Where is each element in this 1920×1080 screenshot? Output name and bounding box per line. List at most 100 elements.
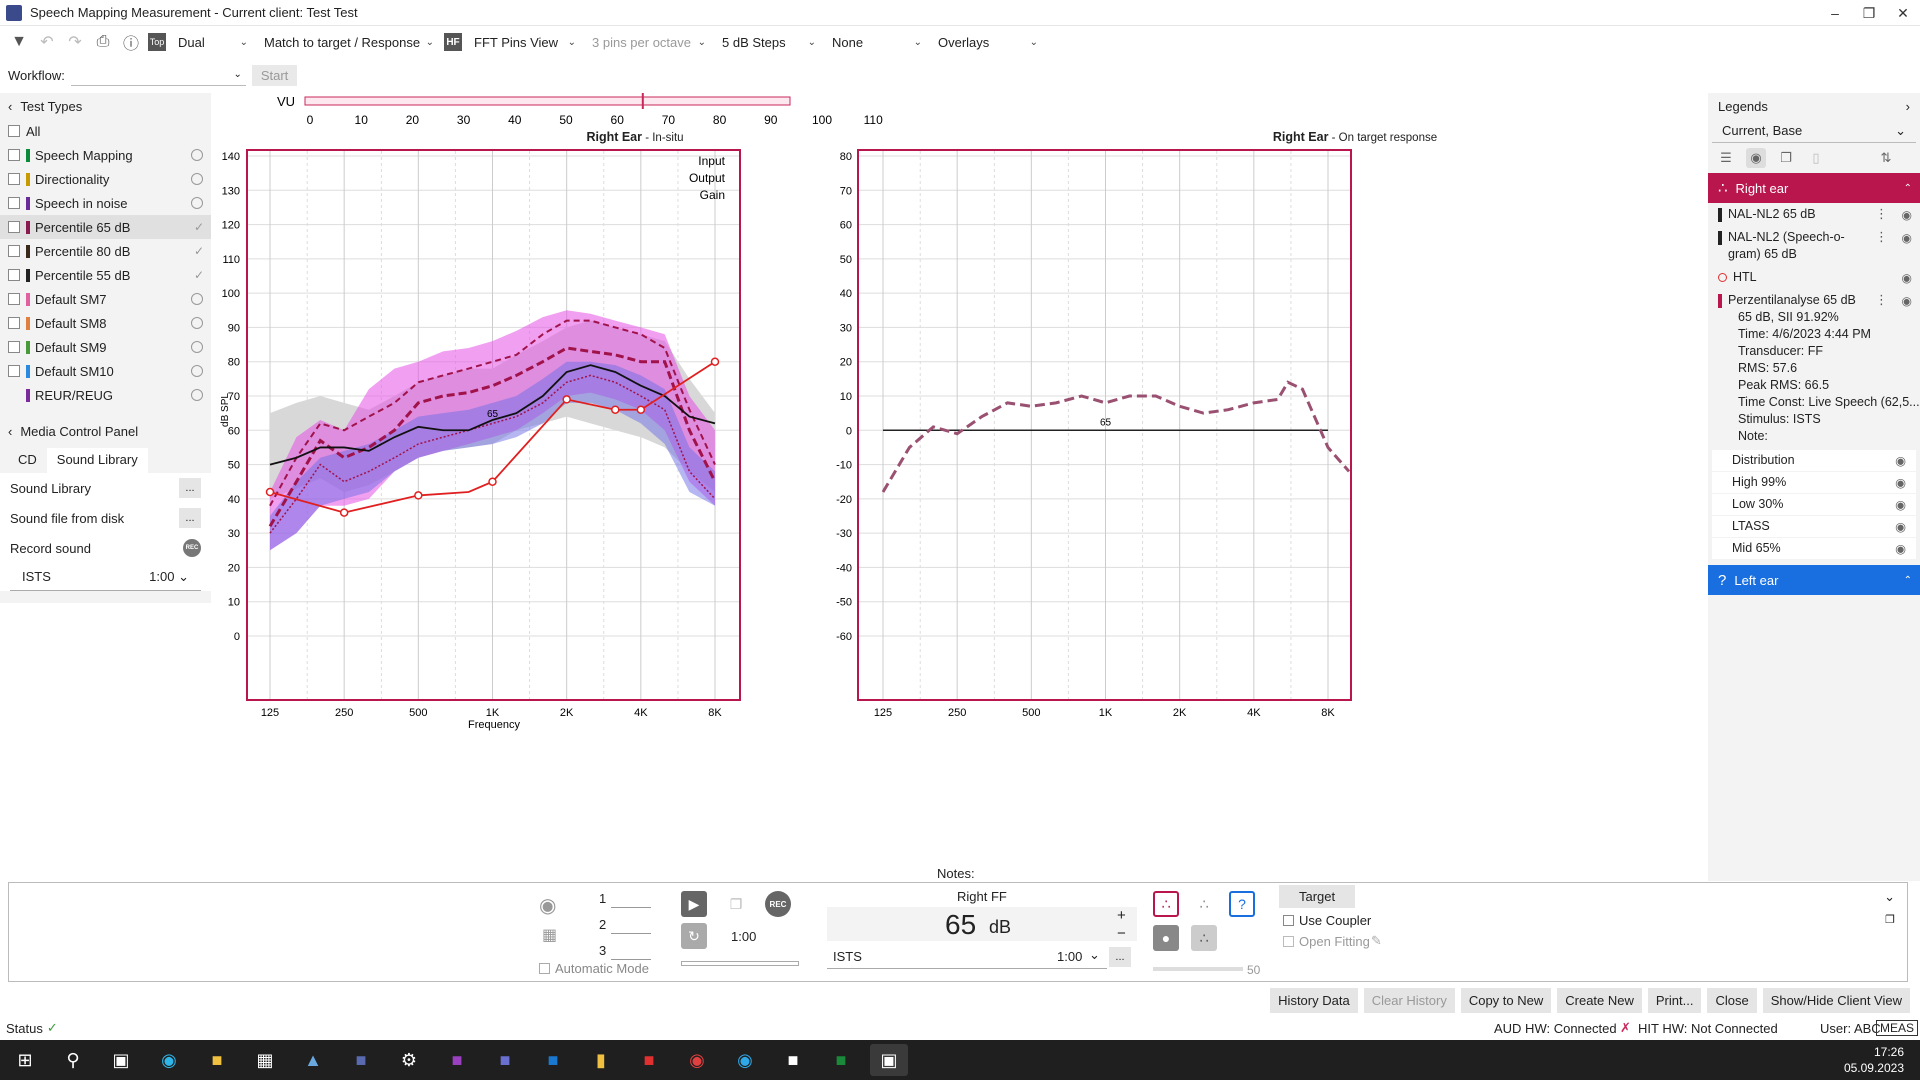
checkbox[interactable] — [8, 125, 20, 137]
measurement-app-icon[interactable]: ▣ — [870, 1044, 908, 1076]
acrobat-icon[interactable]: ■ — [643, 1049, 655, 1070]
level-down-button[interactable]: − — [1117, 925, 1126, 942]
sound-library-browse-button[interactable]: ... — [179, 478, 201, 498]
checkbox[interactable] — [8, 317, 20, 329]
copy-measurement-icon[interactable]: ❐ — [729, 895, 743, 912]
print-button[interactable]: Print... — [1647, 988, 1702, 1013]
checkbox[interactable] — [8, 341, 20, 353]
eye-icon[interactable]: ◉ — [1901, 271, 1912, 285]
edit-icon[interactable]: ✎ — [1371, 933, 1382, 948]
history-data-button[interactable]: History Data — [1270, 988, 1358, 1013]
test-type-item[interactable]: Percentile 65 dB ✓ — [0, 215, 211, 239]
sort-icon[interactable]: ⇅ — [1880, 150, 1892, 165]
play-icon[interactable]: ▶ — [681, 891, 707, 917]
top-icon[interactable]: Top — [148, 33, 166, 51]
app2-icon[interactable]: ■ — [787, 1049, 799, 1070]
test-type-item[interactable]: Default SM9 — [0, 335, 211, 359]
menu-icon[interactable]: ▼ — [11, 33, 27, 50]
windows-start-icon[interactable]: ⊞ — [17, 1049, 33, 1070]
eye-icon[interactable]: ◉ — [1901, 231, 1912, 245]
legend-subitem[interactable]: Low 30% ◉ — [1712, 494, 1916, 515]
workflow-select[interactable]: ⌄ — [70, 64, 246, 86]
left-ear-header[interactable]: ? Left ear ⌃ — [1708, 565, 1920, 595]
test-type-item[interactable]: Percentile 80 dB ✓ — [0, 239, 211, 263]
store-icon[interactable]: ▦ — [256, 1049, 274, 1070]
none-select[interactable]: None ⌄ — [826, 30, 926, 54]
undo-icon[interactable]: ↶ — [40, 34, 54, 51]
create-new-button[interactable]: Create New — [1557, 988, 1642, 1013]
minimize-button[interactable]: – — [1831, 5, 1839, 21]
checkbox[interactable] — [8, 173, 20, 185]
test-type-item[interactable]: Speech Mapping — [0, 143, 211, 167]
restore-button[interactable]: ❐ — [1862, 4, 1876, 21]
both-ears-icon[interactable]: ∴ — [1199, 895, 1209, 912]
headphones-icon[interactable]: ● — [1153, 925, 1179, 951]
popout-icon[interactable]: ❐ — [1885, 914, 1895, 926]
test-type-item[interactable]: Default SM10 — [0, 359, 211, 383]
test-type-item[interactable]: Directionality — [0, 167, 211, 191]
start-button[interactable]: Start — [251, 64, 298, 86]
legend-subitem[interactable]: Mid 65% ◉ — [1712, 538, 1916, 559]
legends-header[interactable]: Legends › — [1708, 93, 1920, 119]
camera-icon[interactable]: ◉ — [539, 895, 557, 917]
slot-2[interactable]: 2 — [599, 917, 607, 932]
outlook-icon[interactable]: ■ — [547, 1049, 559, 1070]
eye-icon[interactable]: ◉ — [1895, 476, 1906, 490]
filter-icon[interactable]: ☰ — [1720, 150, 1732, 165]
legend-item-measurement[interactable]: Perzentilanalyse 65 dB ⋮ ◉ 65 dB, SII 91.… — [1708, 289, 1920, 448]
checkbox[interactable] — [8, 269, 20, 281]
left-ear-icon[interactable]: ? — [1229, 891, 1255, 917]
camera-chart-icon[interactable]: ▦ — [542, 927, 558, 944]
right-ear-icon[interactable]: ∴ — [1153, 891, 1179, 917]
expand-chevron-icon[interactable]: ⌄ — [1884, 889, 1895, 904]
legend-subitem[interactable]: LTASS ◉ — [1712, 516, 1916, 537]
media-header[interactable]: ‹ Media Control Panel — [0, 418, 211, 444]
app-icon[interactable]: ■ — [355, 1049, 367, 1070]
automatic-mode-checkbox[interactable] — [539, 963, 550, 974]
close-window-button[interactable]: ✕ — [1897, 4, 1909, 21]
legend-item[interactable]: HTL ◉ — [1708, 266, 1920, 289]
test-types-header[interactable]: ‹ Test Types — [0, 93, 211, 119]
show-hide-client-view-button[interactable]: Show/Hide Client View — [1762, 988, 1910, 1013]
checkbox[interactable] — [8, 365, 20, 377]
photo-icon[interactable]: ▲ — [304, 1049, 322, 1070]
overlays-select[interactable]: Overlays ⌄ — [932, 30, 1042, 54]
steps-select[interactable]: 5 dB Steps ⌄ — [716, 30, 820, 54]
eye-icon[interactable]: ◉ — [1901, 208, 1912, 222]
stimulus-select[interactable]: ISTS 1:00 ⌄ — [10, 563, 201, 591]
shield-icon[interactable]: ◉ — [689, 1049, 705, 1070]
right-ear-header[interactable]: ∴ Right ear ⌃ — [1708, 173, 1920, 203]
use-coupler-checkbox[interactable] — [1283, 915, 1294, 926]
level-up-button[interactable]: + — [1117, 907, 1126, 924]
legend-item[interactable]: NAL-NL2 65 dB ⋮ ◉ — [1708, 203, 1920, 226]
tab-cd[interactable]: CD — [18, 452, 37, 467]
record-icon[interactable]: REC — [183, 539, 201, 557]
legends-select[interactable]: Current, Base ⌄ — [1712, 119, 1916, 143]
match-select[interactable]: Match to target / Response ⌄ — [258, 30, 438, 54]
pins-select[interactable]: 3 pins per octave ⌄ — [586, 30, 710, 54]
eye-icon[interactable]: ◉ — [1895, 498, 1906, 512]
ear-probe-icon[interactable]: ∴ — [1191, 925, 1217, 951]
skype-icon[interactable]: ◉ — [737, 1049, 753, 1070]
print-icon[interactable]: ⎙ — [96, 33, 110, 50]
open-fitting-checkbox[interactable] — [1283, 936, 1294, 947]
help-icon[interactable]: ⓘ — [122, 36, 139, 53]
teams-icon[interactable]: ■ — [499, 1049, 511, 1070]
kebab-icon[interactable]: ⋮ — [1875, 229, 1888, 244]
checkbox[interactable] — [8, 197, 20, 209]
tab-sound-library[interactable]: Sound Library — [46, 448, 148, 473]
target-button[interactable]: Target — [1279, 885, 1356, 908]
legend-subitem[interactable]: High 99% ◉ — [1712, 472, 1916, 493]
eye-icon[interactable]: ◉ — [1895, 454, 1906, 468]
copy-icon[interactable]: ❐ — [1780, 150, 1792, 165]
slot-3[interactable]: 3 — [599, 943, 607, 958]
settings-icon[interactable]: ⚙ — [400, 1049, 418, 1070]
test-type-all[interactable]: All — [0, 119, 211, 143]
kebab-icon[interactable]: ⋮ — [1875, 292, 1888, 307]
mode-select[interactable]: Dual ⌄ — [172, 30, 252, 54]
clear-history-button[interactable]: Clear History — [1363, 988, 1455, 1013]
eye-icon[interactable]: ◉ — [1746, 148, 1766, 168]
checkbox[interactable] — [8, 221, 20, 233]
eye-icon[interactable]: ◉ — [1895, 520, 1906, 534]
delete-icon[interactable]: ▯ — [1812, 150, 1820, 165]
